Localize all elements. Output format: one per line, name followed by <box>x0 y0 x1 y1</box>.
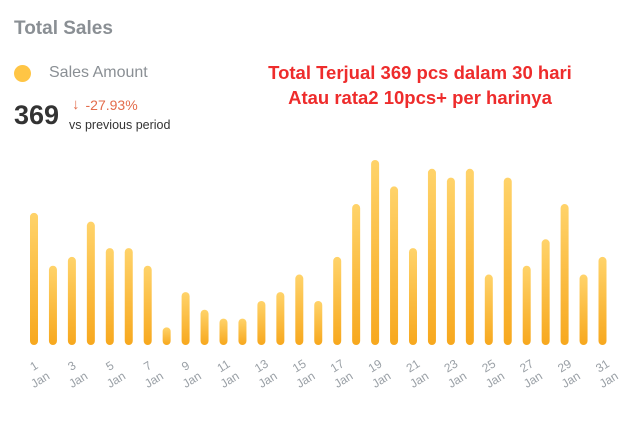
x-tick-month: Jan <box>180 369 204 391</box>
bar-7 <box>143 265 152 345</box>
bar-17 <box>333 256 342 345</box>
bar-24 <box>465 168 474 345</box>
bar-31 <box>598 256 607 345</box>
legend-label: Sales Amount <box>49 64 148 81</box>
bar-5 <box>105 248 114 345</box>
legend-dot-icon <box>14 64 31 82</box>
bar-14 <box>276 292 285 345</box>
chart-title: Total Sales <box>14 18 113 39</box>
annotation-line-2: Atau rata2 10pcs+ per harinya <box>288 87 552 108</box>
x-tick-month: Jan <box>104 369 128 391</box>
bar-4 <box>86 221 95 345</box>
bar-6 <box>124 248 133 345</box>
bar-11 <box>219 318 228 345</box>
x-tick-month: Jan <box>142 369 166 391</box>
bar-23 <box>446 177 455 345</box>
bar-15 <box>295 274 304 345</box>
bar-13 <box>257 300 266 345</box>
bar-21 <box>409 248 417 345</box>
x-tick-month: Jan <box>28 369 52 391</box>
bar-20 <box>390 186 399 345</box>
bar-30 <box>579 274 588 345</box>
delta-badge: ↓ -27.93% <box>72 96 138 113</box>
arrow-down-icon: ↓ <box>72 96 80 113</box>
bar-2 <box>48 265 57 345</box>
bar-28 <box>541 239 550 345</box>
bar-12 <box>238 318 247 345</box>
bar-8 <box>162 327 171 345</box>
bar-18 <box>352 204 361 345</box>
bars <box>30 160 607 345</box>
bar-1 <box>30 212 38 345</box>
comparison-label: vs previous period <box>69 118 171 132</box>
bar-3 <box>67 256 76 345</box>
bar-9 <box>181 292 190 345</box>
bar-27 <box>522 265 531 345</box>
legend: Sales Amount <box>14 64 148 82</box>
bar-25 <box>484 274 493 345</box>
delta-percent: -27.93% <box>85 96 138 113</box>
annotation: Total Terjual 369 pcs dalam 30 hari Atau… <box>222 60 618 110</box>
bar-10 <box>200 309 209 345</box>
bar-29 <box>560 204 569 345</box>
annotation-line-1: Total Terjual 369 pcs dalam 30 hari <box>268 62 572 83</box>
bar-19 <box>371 160 380 345</box>
total-sales-value: 369 <box>14 100 60 130</box>
bar-16 <box>314 300 323 345</box>
x-tick-month: Jan <box>66 369 90 391</box>
bar-26 <box>503 177 512 345</box>
bar-22 <box>427 168 436 345</box>
